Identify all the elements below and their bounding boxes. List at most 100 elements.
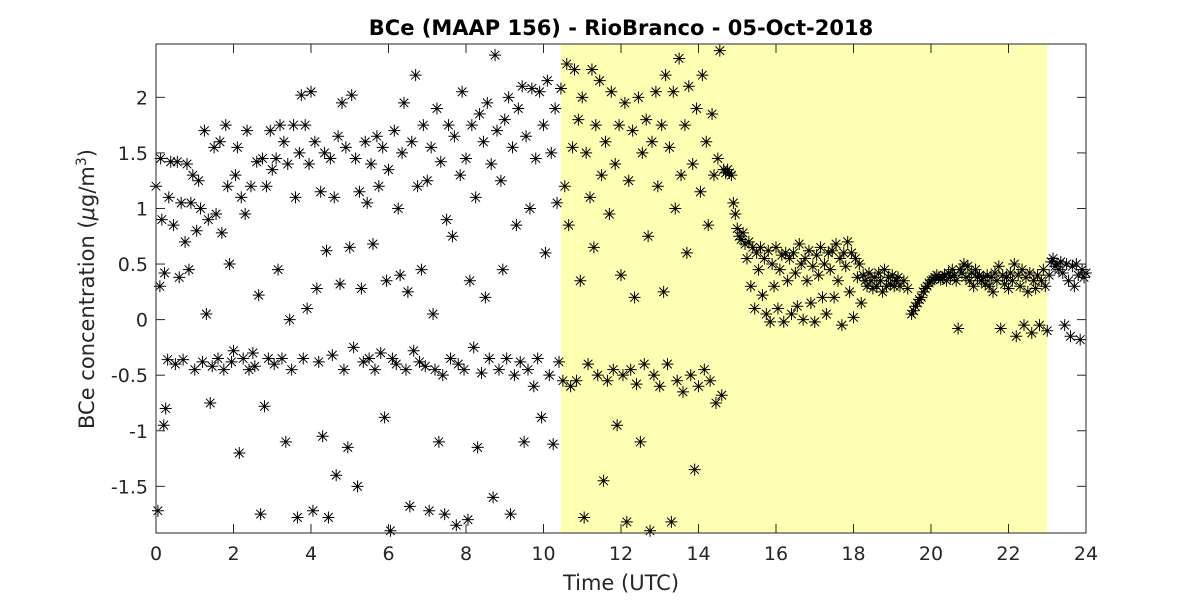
data-point — [894, 280, 906, 293]
y-tick-label: 1 — [136, 198, 148, 220]
data-point — [752, 263, 765, 276]
data-point — [489, 49, 502, 62]
data-point — [845, 246, 858, 259]
data-point — [601, 374, 614, 387]
data-point — [1050, 258, 1063, 271]
data-point — [384, 524, 397, 537]
data-point — [326, 349, 339, 362]
data-point — [1058, 319, 1071, 332]
data-point — [760, 308, 773, 321]
data-point — [597, 474, 610, 487]
data-point — [876, 285, 889, 298]
data-point — [206, 360, 219, 373]
data-point — [227, 344, 240, 357]
data-point — [330, 469, 343, 482]
data-point — [378, 411, 391, 424]
data-point — [585, 63, 598, 76]
data-point — [386, 352, 399, 365]
x-axis-title: Time (UTC) — [562, 571, 679, 595]
data-point — [229, 169, 242, 182]
data-point — [184, 196, 197, 209]
x-tick-label: 22 — [996, 543, 1020, 565]
data-point — [690, 102, 703, 115]
data-point — [1078, 271, 1091, 284]
y-axis-unit: g/m — [75, 166, 99, 207]
data-point — [572, 113, 585, 126]
data-point — [603, 208, 616, 221]
x-tick-label: 18 — [841, 543, 865, 565]
data-point — [853, 258, 866, 271]
data-point — [359, 135, 372, 148]
data-point — [248, 360, 261, 373]
data-point — [1021, 285, 1034, 298]
data-point — [584, 191, 596, 204]
data-point — [1041, 324, 1054, 337]
data-point — [661, 358, 674, 371]
data-point — [355, 282, 368, 295]
data-point — [870, 280, 883, 293]
chart-title: BCe (MAAP 156) - RioBranco - 05-Oct-2018 — [369, 16, 873, 40]
data-point — [151, 504, 164, 517]
data-point — [1029, 282, 1042, 295]
y-axis: -1.5 -1 -0.5 0 0.5 1 1.5 2 — [111, 87, 1086, 498]
data-point — [370, 130, 383, 143]
data-point — [636, 146, 649, 159]
data-point — [196, 355, 209, 368]
data-point — [159, 402, 172, 415]
data-point — [1023, 266, 1036, 279]
data-point — [332, 130, 345, 143]
data-point — [766, 258, 779, 271]
data-point — [1074, 333, 1087, 346]
data-point — [161, 353, 174, 366]
data-point — [671, 374, 684, 387]
data-point — [799, 252, 812, 265]
data-point — [162, 191, 175, 204]
data-point — [857, 269, 870, 282]
data-point — [512, 102, 525, 115]
data-point — [518, 435, 531, 448]
x-tick-label: 16 — [764, 543, 788, 565]
data-point — [157, 419, 170, 432]
data-point — [217, 363, 230, 376]
data-point — [223, 258, 236, 271]
data-point — [771, 302, 784, 315]
data-point — [742, 235, 755, 248]
data-point — [820, 308, 833, 321]
data-point — [367, 238, 379, 251]
data-point — [396, 146, 409, 159]
data-point — [539, 246, 552, 259]
data-point — [508, 369, 521, 382]
data-point — [715, 389, 728, 402]
y-tick-label: 1.5 — [118, 143, 148, 165]
data-point — [277, 135, 290, 148]
data-point — [388, 124, 401, 137]
data-point — [549, 102, 562, 115]
data-point — [252, 289, 265, 302]
x-tick-label: 12 — [609, 543, 633, 565]
data-point — [762, 244, 775, 257]
data-point — [316, 430, 329, 443]
data-point — [770, 241, 782, 254]
data-point — [609, 158, 622, 171]
data-point — [398, 96, 410, 109]
data-point — [448, 130, 461, 143]
data-point — [795, 258, 808, 271]
data-point — [155, 213, 168, 226]
data-point — [822, 246, 835, 259]
data-point — [698, 363, 711, 376]
data-point — [219, 119, 232, 132]
data-point — [655, 119, 668, 132]
data-point — [915, 291, 928, 304]
data-point — [570, 374, 583, 387]
data-point — [182, 263, 195, 276]
data-point — [547, 438, 560, 451]
data-point — [1064, 330, 1077, 343]
data-point — [847, 311, 860, 324]
data-point — [973, 269, 986, 282]
data-point — [452, 358, 465, 371]
data-point — [591, 369, 604, 382]
data-point — [783, 252, 796, 265]
data-point — [801, 274, 813, 287]
data-point — [589, 119, 602, 132]
data-point — [646, 135, 658, 148]
